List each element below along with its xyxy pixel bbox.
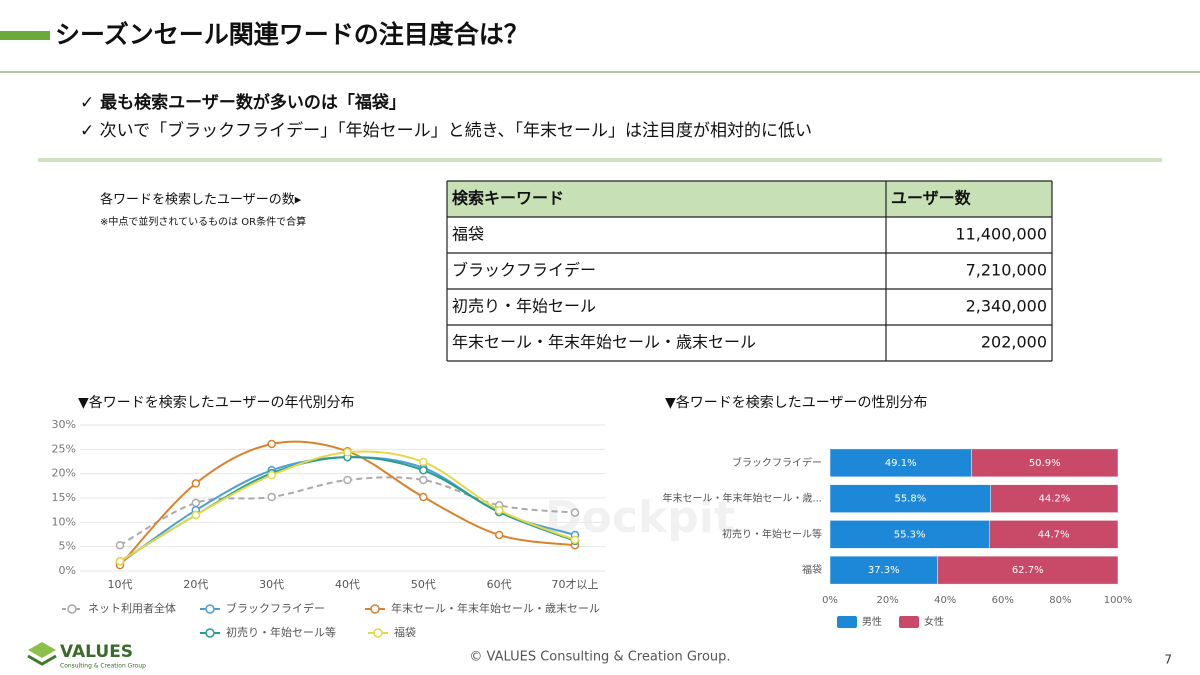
x-tick-label: 20%	[876, 595, 898, 606]
x-tick-label: 80%	[1049, 595, 1071, 606]
copyright: © VALUES Consulting & Creation Group.	[469, 650, 730, 665]
point	[267, 470, 276, 480]
legend-label: 年末セール・年末年始セール・歳末セール	[391, 601, 600, 615]
value-label: 44.2%	[1038, 494, 1070, 505]
point	[419, 475, 428, 485]
legend-swatch	[205, 628, 215, 638]
x-tick-label: 60代	[487, 578, 512, 591]
y-tick-label: 0%	[59, 564, 76, 577]
value-label: 44.7%	[1038, 529, 1070, 540]
note-title: 各ワードを検索したユーザーの数▸	[100, 192, 302, 208]
x-tick-label: 40%	[934, 595, 956, 606]
page-number: 7	[1164, 653, 1172, 667]
legend-swatch	[67, 604, 77, 614]
x-tick-label: 40代	[335, 578, 360, 591]
title-accent	[0, 31, 50, 40]
table-header-cell: ユーザー数	[891, 189, 972, 208]
y-tick-label: 年末セール・年末年始セール・歳...	[662, 492, 822, 505]
table-header-cell: 検索キーワード	[452, 189, 564, 208]
bar-segment	[989, 520, 1119, 549]
chart-title: ▼各ワードを検索したユーザーの年代別分布	[78, 394, 355, 411]
table-cell: 福袋	[452, 225, 484, 244]
legend-swatch	[370, 604, 380, 614]
y-tick-label: 10%	[52, 515, 76, 528]
point	[570, 508, 580, 517]
table-cell: 202,000	[981, 333, 1047, 352]
table-cell: 11,400,000	[955, 225, 1047, 244]
bullet: ✓ 最も検索ユーザー数が多いのは「福袋」	[80, 92, 406, 113]
legend-swatch	[373, 628, 383, 638]
table-header	[447, 181, 1052, 217]
bar-segment	[829, 520, 990, 549]
point	[343, 475, 352, 485]
bar-segment	[990, 484, 1119, 513]
point	[343, 448, 352, 457]
bar-segment	[829, 484, 991, 513]
logo: VALUES	[60, 642, 133, 662]
x-tick-label: 70才以上	[552, 577, 599, 591]
bar-segment	[829, 448, 972, 478]
point	[115, 540, 125, 550]
point	[570, 535, 580, 545]
y-tick-label: 25%	[52, 442, 76, 455]
y-tick-label: ブラックフライデー	[732, 456, 822, 469]
legend-label: 福袋	[394, 625, 416, 639]
value-label: 62.7%	[1012, 565, 1044, 576]
note-text: ※中点で並列されているものは OR条件で合算	[100, 215, 306, 228]
y-tick-label: 20%	[52, 467, 76, 480]
value-label: 37.3%	[868, 565, 900, 576]
legend-label: 初売り・年始セール等	[226, 625, 336, 639]
bar-segment	[971, 448, 1119, 478]
y-tick-label: 30%	[52, 418, 76, 431]
chart-title: ▼各ワードを検索したユーザーの性別分布	[665, 394, 928, 411]
value-label: 55.8%	[894, 494, 926, 505]
value-label: 49.1%	[885, 458, 917, 469]
point	[419, 492, 428, 502]
table-cell: 初売り・年始セール	[452, 297, 596, 316]
y-tick-label: 福袋	[802, 563, 822, 576]
legend-label: ネット利用者全体	[88, 601, 176, 615]
point	[267, 492, 276, 502]
logo-sub: Consulting & Creation Group	[60, 663, 146, 670]
table-cell: ブラックフライデー	[452, 261, 596, 280]
x-tick-label: 30代	[259, 578, 284, 591]
legend-swatch	[899, 616, 919, 628]
point	[191, 479, 201, 488]
point	[191, 510, 201, 520]
legend-swatch	[837, 616, 857, 628]
legend-label: 女性	[924, 615, 944, 628]
bar-segment	[937, 555, 1119, 585]
x-tick-label: 20代	[183, 578, 208, 591]
y-tick-label: 初売り・年始セール等	[722, 527, 822, 540]
slide-title: シーズンセール関連ワードの注目度合は？	[55, 20, 529, 49]
logo-mark	[28, 642, 56, 658]
table-cell: 7,210,000	[966, 261, 1047, 280]
x-tick-label: 60%	[992, 595, 1014, 606]
y-tick-label: 5%	[59, 540, 76, 553]
x-tick-label: 0%	[822, 595, 838, 606]
point	[419, 457, 428, 467]
y-tick-label: 15%	[52, 491, 76, 504]
legend-swatch	[205, 604, 215, 614]
value-label: 50.9%	[1029, 458, 1061, 469]
x-tick-label: 50代	[411, 578, 436, 591]
point	[115, 557, 125, 566]
point	[494, 505, 504, 515]
table-cell: 2,340,000	[966, 297, 1047, 316]
table-cell: 年末セール・年末年始セール・歳末セール	[452, 333, 756, 352]
legend-label: ブラックフライデー	[226, 601, 325, 615]
x-tick-label: 100%	[1104, 595, 1133, 606]
logo-mark	[27, 654, 57, 666]
point	[419, 466, 428, 475]
point	[267, 439, 276, 449]
point	[494, 530, 504, 540]
bullet: ✓ 次いで「ブラックフライデー」「年始セール」と続き、「年末セール」は注目度が相…	[80, 120, 812, 141]
x-tick-label: 10代	[108, 578, 133, 591]
value-label: 55.3%	[894, 529, 926, 540]
point	[191, 498, 201, 508]
legend-label: 男性	[862, 615, 882, 628]
